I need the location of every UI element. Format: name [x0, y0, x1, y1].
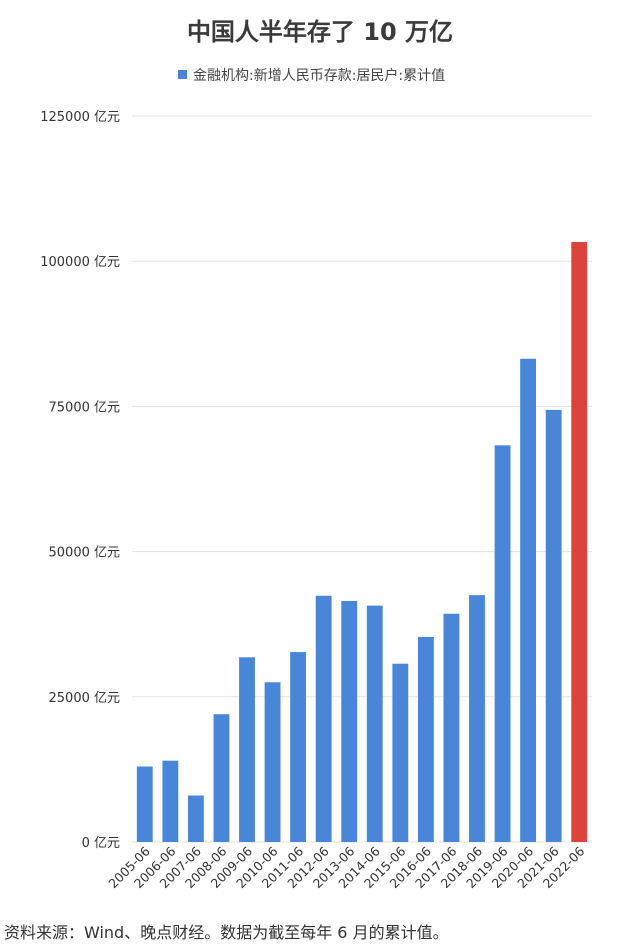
bar: [264, 682, 281, 842]
y-tick-label: 100000 亿元: [40, 255, 120, 270]
y-tick-label: 50000 亿元: [49, 546, 121, 561]
watermark-text: 头条 @文兄尨兄: [508, 887, 618, 905]
bar: [520, 358, 537, 842]
bar: [494, 445, 511, 842]
y-tick-label: 25000 亿元: [49, 691, 121, 706]
y-tick-label: 0 亿元: [82, 836, 120, 851]
bar: [187, 795, 204, 842]
bar: [545, 409, 562, 842]
source-note: 资料来源：Wind、晚点财经。数据为截至每年 6 月的累计值。: [4, 923, 449, 942]
chart-title: 中国人半年存了 10 万亿: [187, 18, 453, 46]
bars: [136, 242, 588, 843]
gridlines: [132, 115, 592, 843]
bar: [315, 595, 332, 842]
bar: [239, 657, 255, 842]
bar: [213, 714, 230, 842]
bar: [290, 652, 307, 842]
watermark: 头条 @文兄尨兄: [508, 887, 618, 905]
bar: [341, 600, 358, 842]
y-axis-ticks: 0 亿元 25000 亿元 50000 亿元 75000 亿元 100000 亿元 125…: [40, 110, 120, 851]
legend-label: 金融机构:新增人民币存款:居民户:累计值: [193, 67, 445, 84]
y-tick-label: 75000 亿元: [49, 400, 121, 415]
legend: 金融机构:新增人民币存款:居民户:累计值: [178, 67, 445, 84]
bar: [162, 760, 179, 842]
bar: [571, 242, 588, 843]
bar: [392, 663, 409, 842]
bar: [417, 636, 434, 842]
y-tick-label: 125000 亿元: [40, 110, 120, 125]
bar: [443, 613, 460, 842]
x-axis-labels: 2005-062006-062007-062008-062009-062010-…: [105, 843, 587, 891]
bar: [136, 766, 153, 842]
legend-swatch: [178, 70, 187, 79]
bar: [366, 605, 383, 842]
bar: [469, 595, 485, 842]
